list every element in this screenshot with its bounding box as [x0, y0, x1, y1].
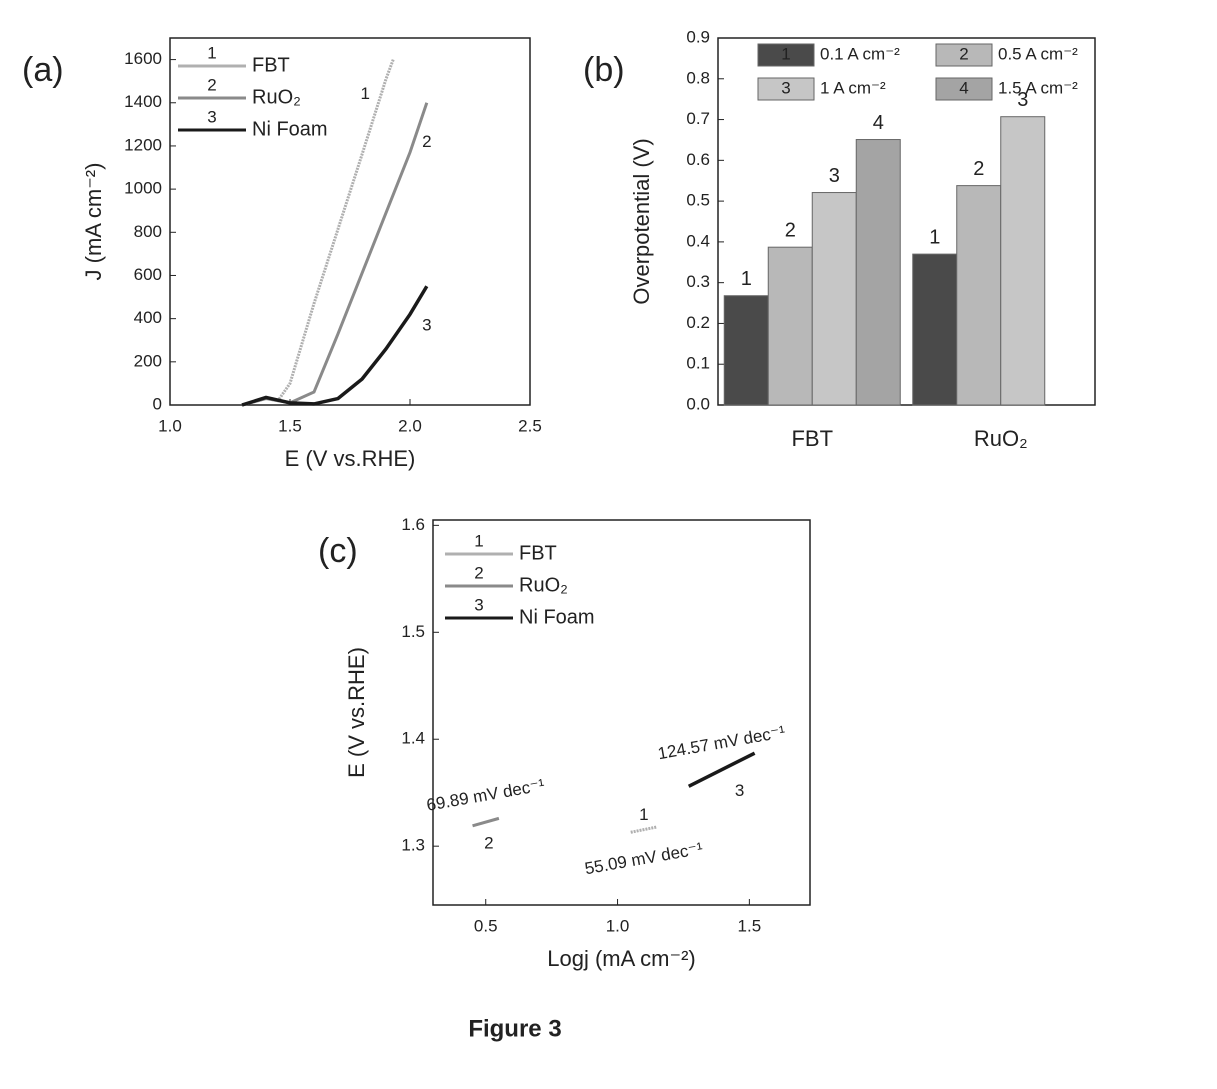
- y-tick-label: 1600: [124, 49, 162, 68]
- y-tick-label: 1.5: [401, 622, 425, 641]
- legend-label: 0.5 A cm⁻²: [998, 44, 1078, 63]
- bar-tag: 3: [829, 165, 840, 187]
- bar-tag: 1: [929, 226, 940, 248]
- y-tick-label: 400: [134, 308, 162, 327]
- data-line: [631, 827, 657, 832]
- x-axis-label: Logj (mA cm⁻²): [547, 946, 696, 971]
- y-tick-label: 1.6: [401, 515, 425, 534]
- x-tick-label: 1.0: [158, 416, 182, 435]
- legend-label: FBT: [519, 542, 557, 564]
- y-tick-label: 200: [134, 351, 162, 370]
- plot-frame: [170, 38, 530, 405]
- y-tick-label: 0.5: [686, 191, 710, 210]
- y-tick-label: 600: [134, 265, 162, 284]
- legend-tag: 4: [959, 78, 968, 97]
- data-line: [242, 60, 393, 405]
- legend-tag: 2: [959, 44, 968, 63]
- x-tick-label: RuO₂: [974, 426, 1028, 451]
- legend-tag: 1: [781, 44, 790, 63]
- legend-label: 1 A cm⁻²: [820, 78, 886, 97]
- bar: [856, 140, 900, 405]
- slope-label: 124.57 mV dec⁻¹: [656, 722, 787, 763]
- bar: [957, 186, 1001, 405]
- curve-tag: 1: [360, 84, 369, 103]
- x-tick-label: FBT: [791, 426, 833, 451]
- x-tick-label: 2.5: [518, 416, 542, 435]
- y-tick-label: 0.4: [686, 231, 710, 250]
- y-tick-label: 0.1: [686, 354, 710, 373]
- data-line: [242, 103, 427, 405]
- slope-label: 55.09 mV dec⁻¹: [583, 839, 704, 879]
- curve-tag: 3: [735, 781, 744, 800]
- figure-caption: Figure 3: [468, 1015, 561, 1042]
- curve-tag: 1: [639, 805, 648, 824]
- y-tick-label: 0.8: [686, 68, 710, 87]
- y-tick-label: 0: [153, 394, 162, 413]
- x-tick-label: 2.0: [398, 416, 422, 435]
- y-tick-label: 0.3: [686, 272, 710, 291]
- y-tick-label: 1200: [124, 135, 162, 154]
- x-axis-label: E (V vs.RHE): [285, 446, 416, 471]
- x-tick-label: 1.5: [278, 416, 302, 435]
- legend-label: FBT: [252, 54, 290, 76]
- legend-tag: 1: [207, 43, 216, 62]
- bar: [768, 247, 812, 405]
- y-tick-label: 800: [134, 222, 162, 241]
- data-line: [473, 818, 499, 825]
- bar: [724, 296, 768, 405]
- slope-label: 69.89 mV dec⁻¹: [425, 775, 546, 815]
- bar: [812, 193, 856, 405]
- y-axis-label: Overpotential (V): [629, 138, 654, 304]
- panel-label: (c): [318, 532, 358, 570]
- legend-label: Ni Foam: [519, 606, 595, 628]
- legend-label: RuO₂: [252, 86, 301, 108]
- legend-label: 0.1 A cm⁻²: [820, 44, 900, 63]
- y-axis-label: E (V vs.RHE): [344, 647, 369, 778]
- y-tick-label: 1.4: [401, 729, 425, 748]
- y-axis-label: J (mA cm⁻²): [81, 163, 106, 281]
- legend-tag: 2: [207, 75, 216, 94]
- legend-tag: 3: [474, 595, 483, 614]
- y-tick-label: 1000: [124, 179, 162, 198]
- panel-label: (a): [22, 51, 64, 89]
- bar-tag: 4: [873, 112, 884, 134]
- bar: [913, 254, 957, 405]
- bar-tag: 2: [785, 219, 796, 241]
- y-tick-label: 0.0: [686, 394, 710, 413]
- y-tick-label: 1400: [124, 92, 162, 111]
- y-tick-label: 0.6: [686, 150, 710, 169]
- legend-label: Ni Foam: [252, 118, 328, 140]
- y-tick-label: 0.9: [686, 27, 710, 46]
- x-tick-label: 0.5: [474, 916, 498, 935]
- legend-tag: 1: [474, 531, 483, 550]
- curve-tag: 2: [484, 834, 493, 853]
- y-tick-label: 1.3: [401, 836, 425, 855]
- bar-tag: 2: [973, 158, 984, 180]
- bar: [1001, 117, 1045, 405]
- legend-label: RuO₂: [519, 574, 568, 596]
- curve-tag: 3: [422, 316, 431, 335]
- y-tick-label: 0.2: [686, 313, 710, 332]
- legend-tag: 3: [207, 107, 216, 126]
- legend-tag: 2: [474, 563, 483, 582]
- x-tick-label: 1.5: [738, 916, 762, 935]
- legend-label: 1.5 A cm⁻²: [998, 78, 1078, 97]
- y-tick-label: 0.7: [686, 109, 710, 128]
- data-line: [689, 753, 755, 786]
- legend-tag: 3: [781, 78, 790, 97]
- panel-label: (b): [583, 51, 625, 89]
- curve-tag: 2: [422, 132, 431, 151]
- x-tick-label: 1.0: [606, 916, 630, 935]
- bar-tag: 1: [741, 268, 752, 290]
